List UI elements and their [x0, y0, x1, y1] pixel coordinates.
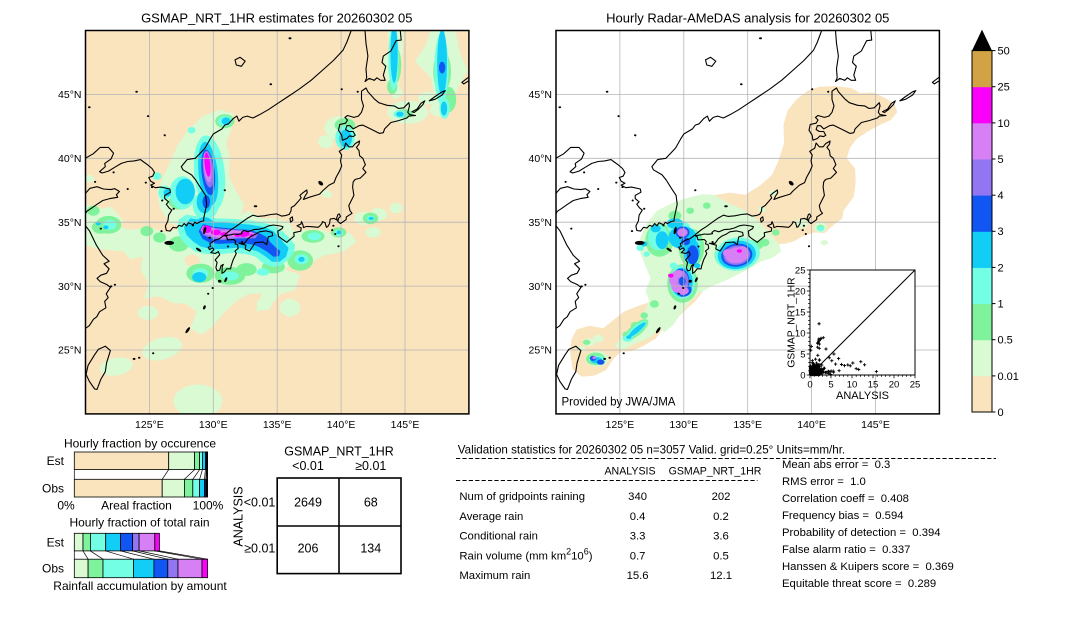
svg-text:45°N: 45°N	[529, 89, 552, 101]
svg-text:5: 5	[998, 154, 1004, 166]
svg-text:Hourly fraction by occurence: Hourly fraction by occurence	[64, 437, 216, 451]
svg-text:340: 340	[628, 491, 647, 503]
svg-text:Rainfall accumulation by amoun: Rainfall accumulation by amount	[53, 579, 227, 593]
svg-text:25: 25	[998, 82, 1010, 94]
svg-text:145°E: 145°E	[391, 419, 420, 431]
svg-text:Num of gridpoints raining: Num of gridpoints raining	[459, 491, 585, 503]
svg-text:140°E: 140°E	[797, 419, 826, 431]
svg-text:<0.01: <0.01	[292, 459, 324, 473]
svg-text:25: 25	[910, 380, 921, 391]
svg-text:False alarm ratio = 0.337: False alarm ratio = 0.337	[782, 544, 910, 556]
svg-text:Obs: Obs	[42, 562, 64, 576]
svg-text:Est: Est	[47, 454, 65, 468]
svg-text:35°N: 35°N	[529, 217, 552, 229]
svg-text:135°E: 135°E	[733, 419, 762, 431]
svg-text:Est: Est	[47, 535, 65, 549]
svg-text:0.7: 0.7	[630, 550, 646, 562]
svg-text:GSMAP_NRT_1HR: GSMAP_NRT_1HR	[786, 277, 797, 367]
svg-text:GSMAP_NRT_1HR: GSMAP_NRT_1HR	[669, 466, 762, 478]
svg-text:3.6: 3.6	[713, 531, 729, 543]
svg-text:Areal fraction: Areal fraction	[101, 499, 172, 513]
svg-text:RMS error = 1.0: RMS error = 1.0	[782, 476, 866, 488]
svg-text:0.2: 0.2	[713, 511, 729, 523]
svg-text:140°E: 140°E	[327, 419, 356, 431]
svg-text:ANALYSIS: ANALYSIS	[232, 486, 246, 546]
svg-text:Frequency bias = 0.594: Frequency bias = 0.594	[782, 510, 904, 522]
svg-text:Maximum rain: Maximum rain	[459, 570, 530, 582]
svg-text:50: 50	[998, 46, 1010, 58]
svg-text:0.4: 0.4	[630, 511, 646, 523]
svg-text:2649: 2649	[294, 496, 322, 510]
svg-text:25°N: 25°N	[58, 345, 81, 357]
svg-text:125°E: 125°E	[135, 419, 164, 431]
svg-text:30°N: 30°N	[529, 281, 552, 293]
svg-text:145°E: 145°E	[861, 419, 890, 431]
svg-text:135°E: 135°E	[263, 419, 292, 431]
svg-text:35°N: 35°N	[58, 217, 81, 229]
svg-text:4: 4	[998, 190, 1004, 202]
svg-text:<0.01: <0.01	[244, 496, 276, 510]
svg-text:ANALYSIS: ANALYSIS	[836, 390, 889, 402]
svg-text:Correlation coeff = 0.408: Correlation coeff = 0.408	[782, 493, 909, 505]
svg-text:3.3: 3.3	[630, 531, 646, 543]
svg-text:GSMAP_NRT_1HR: GSMAP_NRT_1HR	[284, 445, 394, 459]
svg-text:5: 5	[828, 380, 833, 391]
svg-text:0.5: 0.5	[713, 550, 729, 562]
svg-text:206: 206	[298, 541, 319, 555]
svg-text:5: 5	[800, 349, 805, 360]
svg-text:0: 0	[998, 407, 1004, 419]
svg-text:Hourly fraction of total rain: Hourly fraction of total rain	[69, 516, 209, 530]
svg-text:10: 10	[847, 380, 858, 391]
svg-text:130°E: 130°E	[199, 419, 228, 431]
svg-text:68: 68	[364, 496, 378, 510]
svg-text:15: 15	[868, 380, 879, 391]
svg-text:45°N: 45°N	[58, 89, 81, 101]
svg-text:Conditional rain: Conditional rain	[459, 531, 538, 543]
svg-text:0: 0	[807, 380, 812, 391]
svg-text:134: 134	[360, 541, 381, 555]
svg-text:Hanssen & Kuipers score = 0.3: Hanssen & Kuipers score = 0.369	[782, 561, 954, 573]
svg-text:Probability of detection = 0.: Probability of detection = 0.394	[782, 527, 941, 539]
svg-text:0.01: 0.01	[998, 371, 1019, 383]
svg-text:25°N: 25°N	[529, 345, 552, 357]
svg-text:1: 1	[998, 299, 1004, 311]
svg-text:≥0.01: ≥0.01	[355, 459, 386, 473]
svg-text:125°E: 125°E	[606, 419, 635, 431]
svg-text:30°N: 30°N	[58, 281, 81, 293]
svg-text:Equitable threat score = 0.28: Equitable threat score = 0.289	[782, 578, 936, 590]
svg-text:Mean abs error = 0.3: Mean abs error = 0.3	[782, 459, 890, 471]
svg-text:Hourly Radar-AMeDAS analysis f: Hourly Radar-AMeDAS analysis for 2026030…	[606, 11, 889, 26]
svg-text:0%: 0%	[57, 499, 75, 513]
svg-text:25: 25	[795, 265, 806, 276]
svg-text:Obs: Obs	[42, 481, 64, 495]
svg-text:20: 20	[889, 380, 900, 391]
svg-text:Average rain: Average rain	[459, 511, 523, 523]
svg-text:202: 202	[712, 491, 731, 503]
svg-text:130°E: 130°E	[669, 419, 698, 431]
svg-text:40°N: 40°N	[529, 153, 552, 165]
svg-text:3: 3	[998, 226, 1004, 238]
svg-text:ANALYSIS: ANALYSIS	[604, 466, 655, 478]
svg-text:40°N: 40°N	[58, 153, 81, 165]
svg-text:Provided by JWA/JMA: Provided by JWA/JMA	[562, 397, 676, 409]
svg-text:2: 2	[998, 262, 1004, 274]
svg-text:GSMAP_NRT_1HR estimates for 20: GSMAP_NRT_1HR estimates for 20260302 05	[141, 11, 412, 26]
svg-text:15.6: 15.6	[627, 570, 649, 582]
svg-text:0: 0	[800, 370, 805, 381]
svg-text:0.5: 0.5	[998, 335, 1013, 347]
svg-text:≥0.01: ≥0.01	[244, 541, 275, 555]
svg-text:100%: 100%	[193, 499, 224, 513]
svg-text:Validation statistics for 2026: Validation statistics for 20260302 05 n=…	[458, 444, 845, 457]
svg-text:12.1: 12.1	[710, 570, 732, 582]
svg-text:10: 10	[998, 118, 1010, 130]
